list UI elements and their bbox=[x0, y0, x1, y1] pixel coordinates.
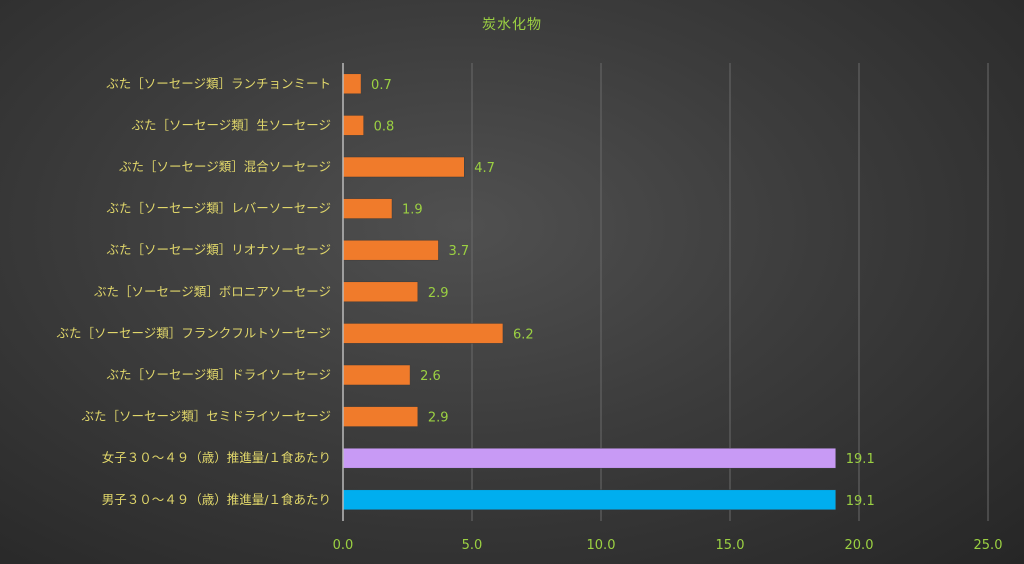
bar-9 bbox=[342, 447, 837, 469]
value-label-6: 6.2 bbox=[513, 327, 534, 342]
category-label-0: ぶた［ソーセージ類］ランチョンミート bbox=[106, 76, 331, 91]
category-label-9: 女子３０～４９（歳）推進量/１食あたり bbox=[102, 450, 331, 465]
x-tick-label-1: 5.0 bbox=[462, 538, 483, 553]
value-label-1: 0.8 bbox=[374, 119, 395, 134]
value-label-2: 4.7 bbox=[474, 161, 495, 176]
x-tick-label-5: 25.0 bbox=[974, 538, 1003, 553]
value-label-10: 19.1 bbox=[846, 494, 875, 509]
bar-10 bbox=[342, 489, 837, 511]
value-label-8: 2.9 bbox=[428, 411, 449, 426]
category-label-7: ぶた［ソーセージ類］ドライソーセージ bbox=[106, 367, 331, 382]
bar-8 bbox=[342, 406, 419, 427]
bar-6 bbox=[342, 323, 504, 344]
bar-4 bbox=[342, 239, 439, 261]
chart-title: 炭水化物 bbox=[482, 17, 542, 33]
bar-2 bbox=[342, 156, 465, 178]
x-tick-label-2: 10.0 bbox=[587, 538, 616, 553]
value-label-7: 2.6 bbox=[420, 369, 441, 384]
x-tick-label-4: 20.0 bbox=[845, 538, 874, 553]
value-label-4: 3.7 bbox=[448, 244, 469, 259]
category-label-3: ぶた［ソーセージ類］レバーソーセージ bbox=[106, 201, 331, 216]
category-label-8: ぶた［ソーセージ類］セミドライソーセージ bbox=[81, 409, 331, 424]
bar-3 bbox=[342, 198, 393, 219]
value-label-9: 19.1 bbox=[846, 452, 875, 467]
x-tick-label-0: 0.0 bbox=[333, 538, 354, 553]
category-label-4: ぶた［ソーセージ類］リオナソーセージ bbox=[106, 242, 331, 257]
category-label-1: ぶた［ソーセージ類］生ソーセージ bbox=[131, 117, 331, 132]
value-label-5: 2.9 bbox=[428, 286, 449, 301]
x-tick-label-3: 15.0 bbox=[716, 538, 745, 553]
bar-5 bbox=[342, 281, 419, 303]
category-label-5: ぶた［ソーセージ類］ボロニアソーセージ bbox=[94, 284, 331, 299]
category-label-6: ぶた［ソーセージ類］フランクフルトソーセージ bbox=[56, 325, 331, 340]
bar-7 bbox=[342, 364, 411, 386]
value-label-0: 0.7 bbox=[371, 78, 392, 93]
bar-1 bbox=[342, 115, 364, 136]
value-label-3: 1.9 bbox=[402, 203, 423, 218]
category-label-10: 男子３０～４９（歳）推進量/１食あたり bbox=[102, 492, 331, 507]
bar-0 bbox=[342, 73, 362, 95]
category-label-2: ぶた［ソーセージ類］混合ソーセージ bbox=[119, 159, 331, 174]
